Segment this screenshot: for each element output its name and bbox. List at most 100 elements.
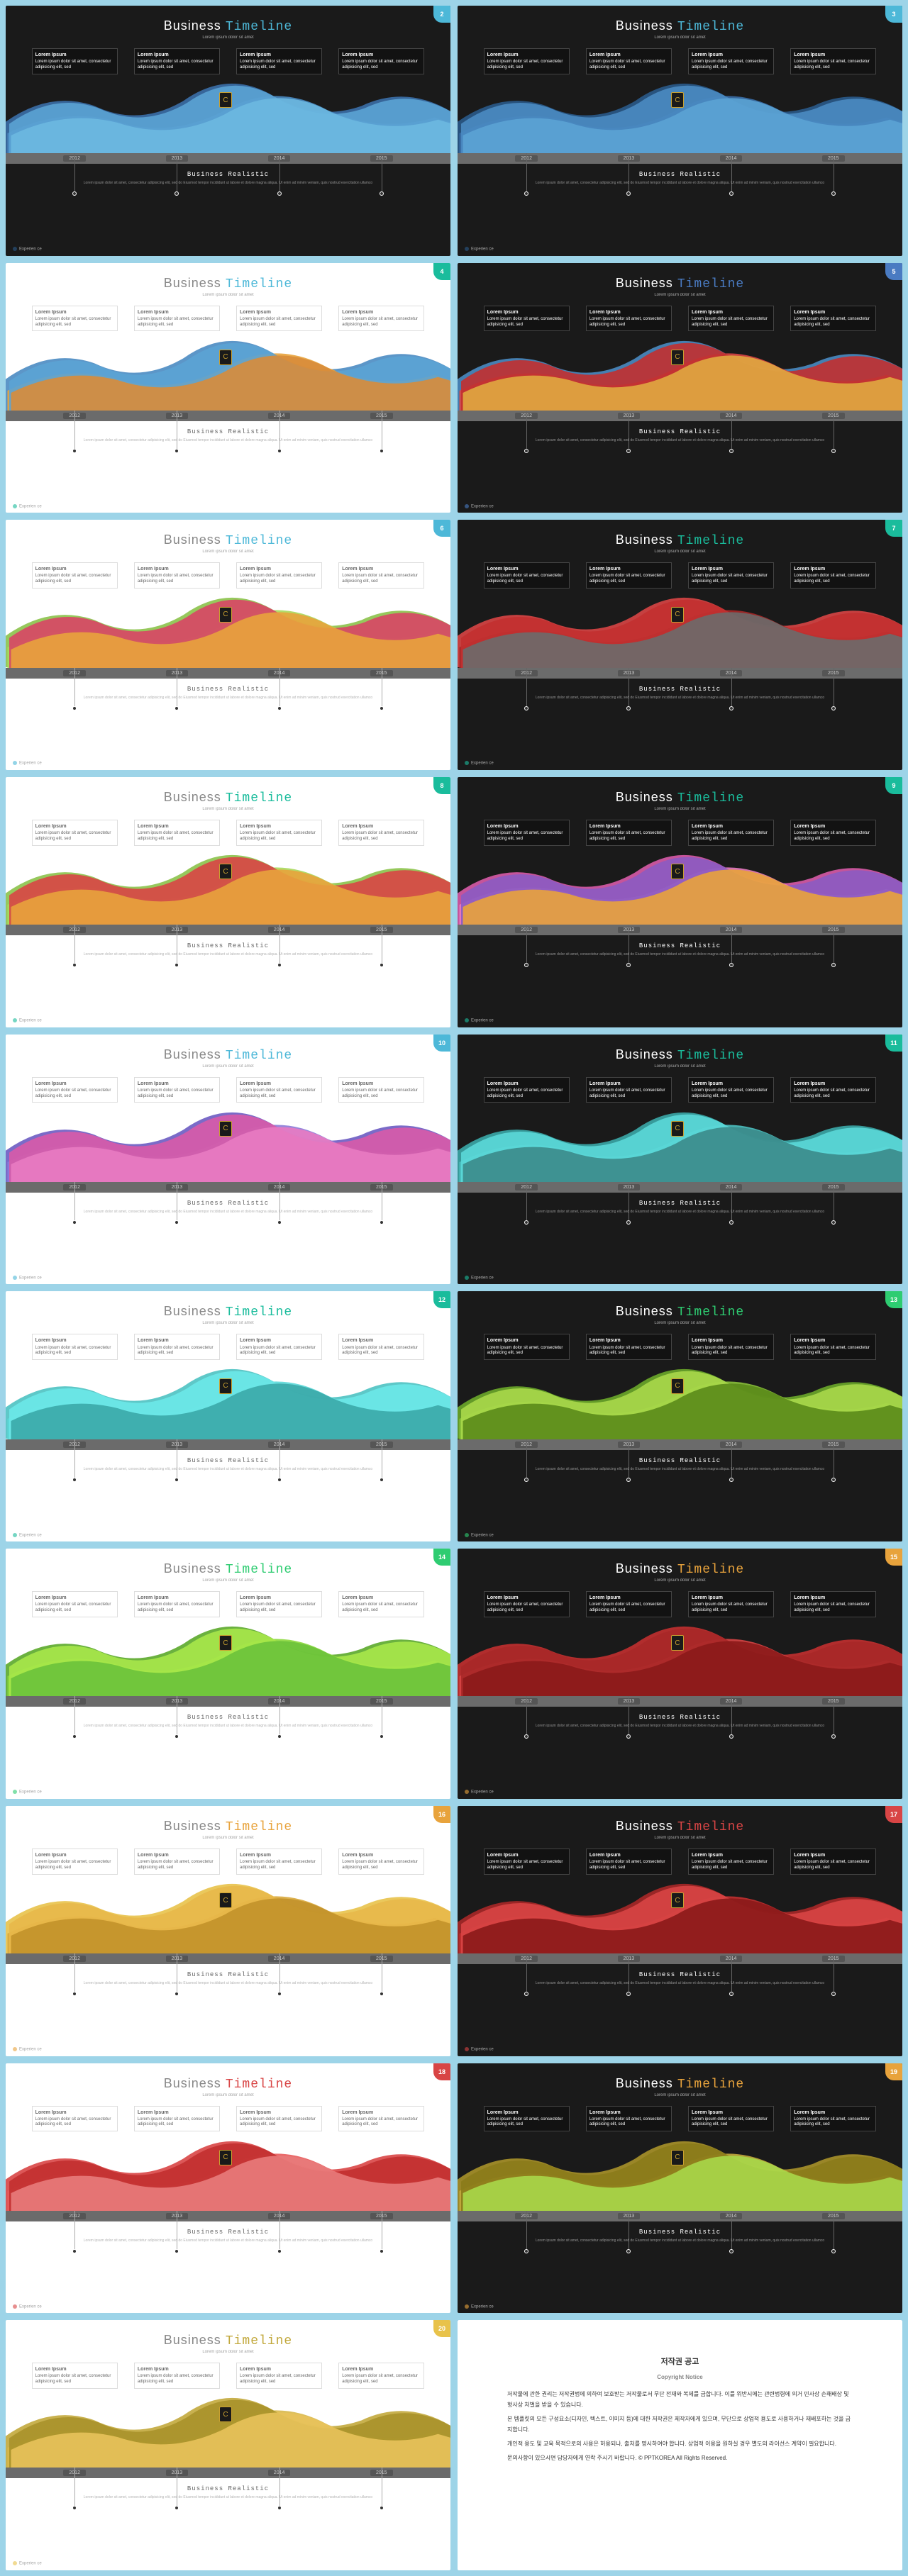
callout-title: Lorem Ipsum xyxy=(487,2109,566,2116)
timeline-callout: Lorem Ipsum Lorem ipsum dolor sit amet, … xyxy=(484,820,570,925)
slide-number-badge: 19 xyxy=(885,2063,902,2080)
timeline-slide: 12 Business Timeline Lorem ipsum dolor s… xyxy=(6,1291,450,1541)
year-axis: 2012201320142015 xyxy=(458,153,902,164)
callout-title: Lorem Ipsum xyxy=(794,1337,873,1344)
slide-number-badge: 17 xyxy=(885,1806,902,1823)
timeline-callout: Lorem Ipsum Lorem ipsum dolor sit amet, … xyxy=(688,1849,774,1953)
slide-subtitle: Lorem ipsum dolor sit amet xyxy=(6,1321,450,1325)
year-axis: 2012201320142015 xyxy=(458,925,902,935)
slide-title: Business Timeline xyxy=(6,1819,450,1834)
year-axis: 2012201320142015 xyxy=(6,1182,450,1193)
callout-text: Lorem ipsum dolor sit amet, consectetur … xyxy=(692,831,770,842)
year-axis: 2012201320142015 xyxy=(6,1696,450,1707)
callout-title: Lorem Ipsum xyxy=(487,823,566,830)
timeline-callout: Lorem Ipsum Lorem ipsum dolor sit amet, … xyxy=(688,1077,774,1182)
timeline-chart: C Lorem Ipsum Lorem ipsum dolor sit amet… xyxy=(458,306,902,411)
callout-text: Lorem ipsum dolor sit amet, consectetur … xyxy=(138,317,216,328)
callout-text: Lorem ipsum dolor sit amet, consectetur … xyxy=(240,317,319,328)
callout-text: Lorem ipsum dolor sit amet, consectetur … xyxy=(487,1860,566,1871)
slide-subtitle: Lorem ipsum dolor sit amet xyxy=(6,807,450,811)
slide-number-badge: 3 xyxy=(885,6,902,23)
timeline-chart: C Lorem Ipsum Lorem ipsum dolor sit amet… xyxy=(458,1591,902,1696)
callout-title: Lorem Ipsum xyxy=(138,309,216,316)
callout-title: Lorem Ipsum xyxy=(794,1081,873,1087)
award-icon: C xyxy=(671,2150,684,2165)
award-icon: C xyxy=(671,1378,684,1394)
timeline-callout: Lorem Ipsum Lorem ipsum dolor sit amet, … xyxy=(134,2106,220,2211)
slide-subtitle: Lorem ipsum dolor sit amet xyxy=(6,1578,450,1583)
slide-number-badge: 12 xyxy=(433,1291,450,1308)
callout-text: Lorem ipsum dolor sit amet, consectetur … xyxy=(35,60,114,71)
callout-title: Lorem Ipsum xyxy=(589,1081,668,1087)
timeline-chart: C Lorem Ipsum Lorem ipsum dolor sit amet… xyxy=(6,1849,450,1953)
timeline-callout: Lorem Ipsum Lorem ipsum dolor sit amet, … xyxy=(32,1334,118,1439)
timeline-callout: Lorem Ipsum Lorem ipsum dolor sit amet, … xyxy=(688,820,774,925)
callout-title: Lorem Ipsum xyxy=(692,1852,770,1858)
callout-text: Lorem ipsum dolor sit amet, consectetur … xyxy=(240,1088,319,1100)
slide-subtitle: Lorem ipsum dolor sit amet xyxy=(6,35,450,40)
timeline-slide: 13 Business Timeline Lorem ipsum dolor s… xyxy=(458,1291,902,1541)
callout-title: Lorem Ipsum xyxy=(794,1852,873,1858)
year-axis: 2012201320142015 xyxy=(6,2211,450,2221)
timeline-callout: Lorem Ipsum Lorem ipsum dolor sit amet, … xyxy=(586,1334,672,1439)
callout-text: Lorem ipsum dolor sit amet, consectetur … xyxy=(487,1346,566,1357)
timeline-callout: Lorem Ipsum Lorem ipsum dolor sit amet, … xyxy=(338,48,424,153)
year-axis: 2012201320142015 xyxy=(458,668,902,679)
callout-text: Lorem ipsum dolor sit amet, consectetur … xyxy=(240,1602,319,1614)
callout-title: Lorem Ipsum xyxy=(589,566,668,572)
copyright-notice-slide: 저작권 공고 Copyright Notice 저작물에 관한 권리는 저작권법… xyxy=(458,2320,902,2570)
callout-text: Lorem ipsum dolor sit amet, consectetur … xyxy=(35,2117,114,2129)
callout-text: Lorem ipsum dolor sit amet, consectetur … xyxy=(342,2117,421,2129)
callout-text: Lorem ipsum dolor sit amet, consectetur … xyxy=(35,574,114,585)
year-axis: 2012201320142015 xyxy=(6,2468,450,2478)
callout-text: Lorem ipsum dolor sit amet, consectetur … xyxy=(342,831,421,842)
footer-title: Business Realistic xyxy=(41,1971,415,1978)
footer-text: Lorem ipsum dolor sit amet, consectetur … xyxy=(493,1724,867,1729)
callout-text: Lorem ipsum dolor sit amet, consectetur … xyxy=(589,574,668,585)
timeline-slide: 14 Business Timeline Lorem ipsum dolor s… xyxy=(6,1549,450,1799)
callout-title: Lorem Ipsum xyxy=(342,823,421,830)
timeline-slide: 19 Business Timeline Lorem ipsum dolor s… xyxy=(458,2063,902,2314)
callout-text: Lorem ipsum dolor sit amet, consectetur … xyxy=(342,574,421,585)
slide-number-badge: 15 xyxy=(885,1549,902,1566)
timeline-callout: Lorem Ipsum Lorem ipsum dolor sit amet, … xyxy=(338,2106,424,2211)
callout-title: Lorem Ipsum xyxy=(487,566,566,572)
brand-label: Experien ce xyxy=(13,761,42,766)
timeline-callout: Lorem Ipsum Lorem ipsum dolor sit amet, … xyxy=(236,1077,322,1182)
slide-subtitle: Lorem ipsum dolor sit amet xyxy=(458,35,902,40)
timeline-chart: C Lorem Ipsum Lorem ipsum dolor sit amet… xyxy=(458,1334,902,1439)
brand-label: Experien ce xyxy=(13,2304,42,2309)
slide-title: Business Timeline xyxy=(458,1819,902,1834)
timeline-callout: Lorem Ipsum Lorem ipsum dolor sit amet, … xyxy=(586,1077,672,1182)
timeline-callout: Lorem Ipsum Lorem ipsum dolor sit amet, … xyxy=(586,48,672,153)
callout-title: Lorem Ipsum xyxy=(240,1337,319,1344)
callout-text: Lorem ipsum dolor sit amet, consectetur … xyxy=(589,1860,668,1871)
callout-title: Lorem Ipsum xyxy=(138,2109,216,2116)
footer-title: Business Realistic xyxy=(41,171,415,178)
slide-number-badge: 2 xyxy=(433,6,450,23)
callout-title: Lorem Ipsum xyxy=(342,309,421,316)
brand-label: Experien ce xyxy=(13,2561,42,2566)
callout-text: Lorem ipsum dolor sit amet, consectetur … xyxy=(35,1346,114,1357)
callout-text: Lorem ipsum dolor sit amet, consectetur … xyxy=(794,1088,873,1100)
callout-title: Lorem Ipsum xyxy=(342,1081,421,1087)
award-icon: C xyxy=(219,607,232,623)
callout-text: Lorem ipsum dolor sit amet, consectetur … xyxy=(342,1602,421,1614)
callout-title: Lorem Ipsum xyxy=(589,1595,668,1601)
slide-title: Business Timeline xyxy=(458,533,902,548)
slide-title: Business Timeline xyxy=(6,276,450,291)
callout-title: Lorem Ipsum xyxy=(35,823,114,830)
callout-title: Lorem Ipsum xyxy=(794,52,873,58)
slide-number-badge: 9 xyxy=(885,777,902,794)
slide-number-badge: 11 xyxy=(885,1035,902,1052)
callout-title: Lorem Ipsum xyxy=(240,1081,319,1087)
timeline-callout: Lorem Ipsum Lorem ipsum dolor sit amet, … xyxy=(134,820,220,925)
timeline-callout: Lorem Ipsum Lorem ipsum dolor sit amet, … xyxy=(338,2363,424,2468)
timeline-chart: C Lorem Ipsum Lorem ipsum dolor sit amet… xyxy=(6,1591,450,1696)
year-axis: 2012201320142015 xyxy=(458,1696,902,1707)
callout-text: Lorem ipsum dolor sit amet, consectetur … xyxy=(138,2117,216,2129)
year-axis: 2012201320142015 xyxy=(458,2211,902,2221)
timeline-callout: Lorem Ipsum Lorem ipsum dolor sit amet, … xyxy=(134,1591,220,1696)
callout-title: Lorem Ipsum xyxy=(138,823,216,830)
notice-paragraph: 저작물에 관한 권리는 저작권법에 의하여 보호받는 저작물로서 무단 전재와 … xyxy=(507,2390,853,2410)
